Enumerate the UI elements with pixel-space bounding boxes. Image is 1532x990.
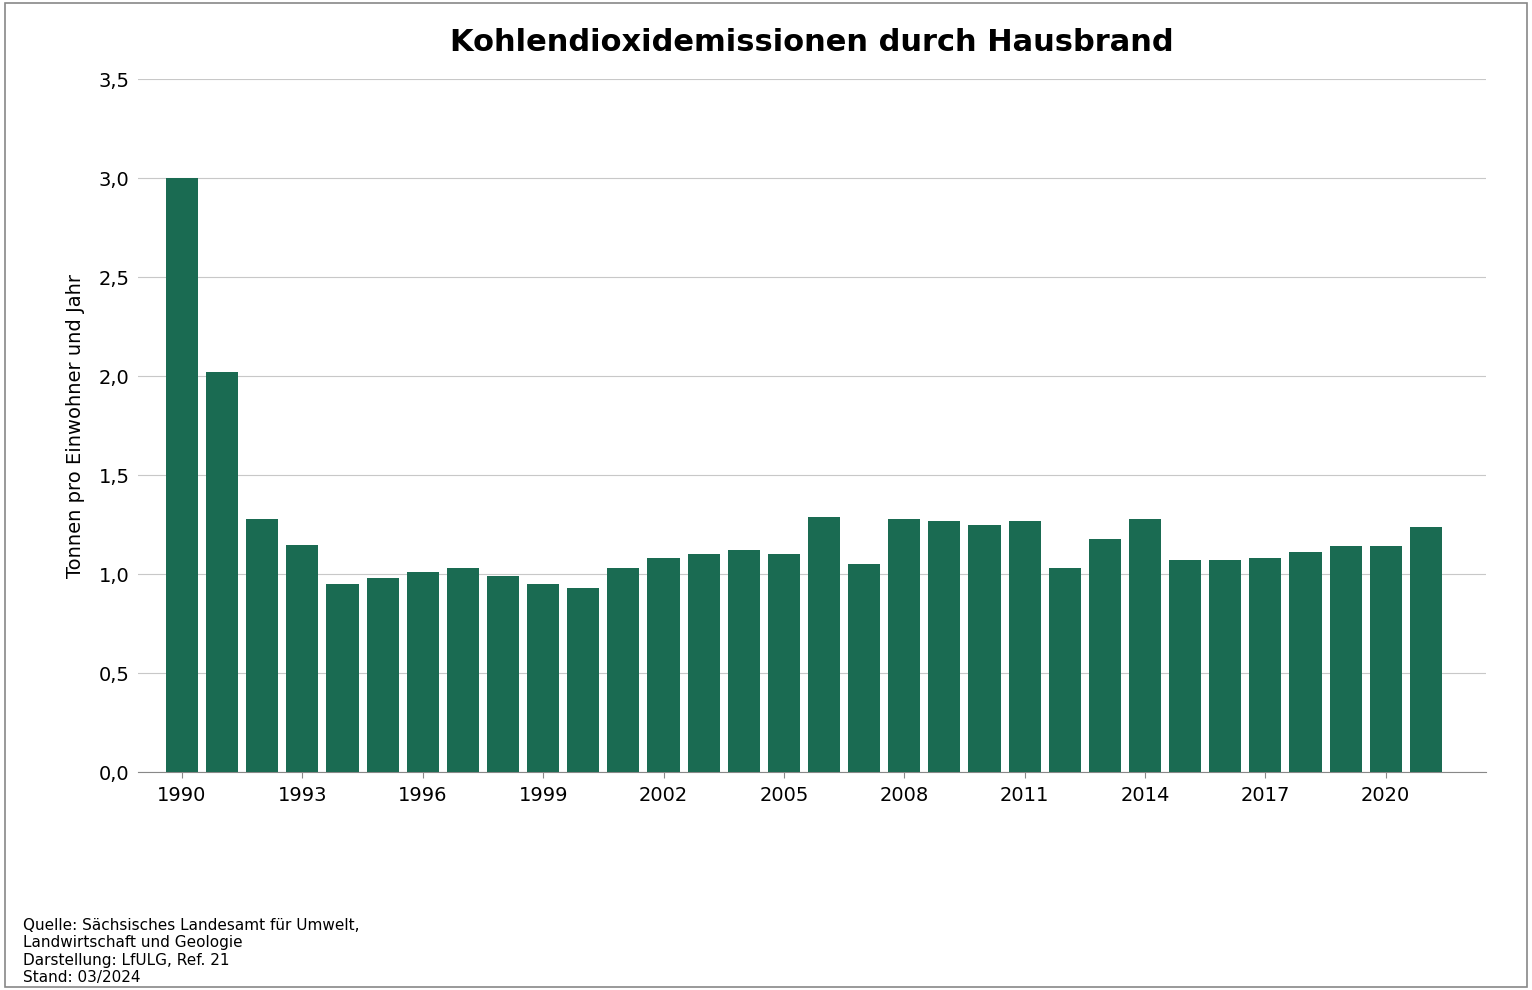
Bar <box>1409 527 1442 772</box>
Bar <box>648 558 680 772</box>
Bar <box>1049 568 1080 772</box>
Bar <box>207 372 237 772</box>
Bar <box>527 584 559 772</box>
Text: Quelle: Sächsisches Landesamt für Umwelt,
Landwirtschaft und Geologie
Darstellun: Quelle: Sächsisches Landesamt für Umwelt… <box>23 918 360 985</box>
Bar <box>165 178 198 772</box>
Bar <box>567 588 599 772</box>
Bar <box>1008 521 1040 772</box>
Bar <box>326 584 358 772</box>
Bar <box>688 554 720 772</box>
Bar <box>487 576 519 772</box>
Bar <box>247 519 279 772</box>
Bar <box>1089 539 1121 772</box>
Bar <box>1249 558 1281 772</box>
Bar <box>1290 552 1322 772</box>
Bar <box>1129 519 1161 772</box>
Bar <box>1370 546 1402 772</box>
Bar <box>968 525 1000 772</box>
Bar <box>807 517 840 772</box>
Bar <box>1209 560 1241 772</box>
Bar <box>768 554 800 772</box>
Bar <box>447 568 480 772</box>
Bar <box>607 568 639 772</box>
Bar <box>728 550 760 772</box>
Bar <box>1169 560 1201 772</box>
Bar <box>406 572 438 772</box>
Bar <box>928 521 961 772</box>
Bar <box>849 564 881 772</box>
Y-axis label: Tonnen pro Einwohner und Jahr: Tonnen pro Einwohner und Jahr <box>66 273 84 578</box>
Bar <box>286 544 319 772</box>
Bar <box>889 519 921 772</box>
Title: Kohlendioxidemissionen durch Hausbrand: Kohlendioxidemissionen durch Hausbrand <box>450 29 1174 57</box>
Bar <box>1330 546 1362 772</box>
Bar <box>366 578 398 772</box>
